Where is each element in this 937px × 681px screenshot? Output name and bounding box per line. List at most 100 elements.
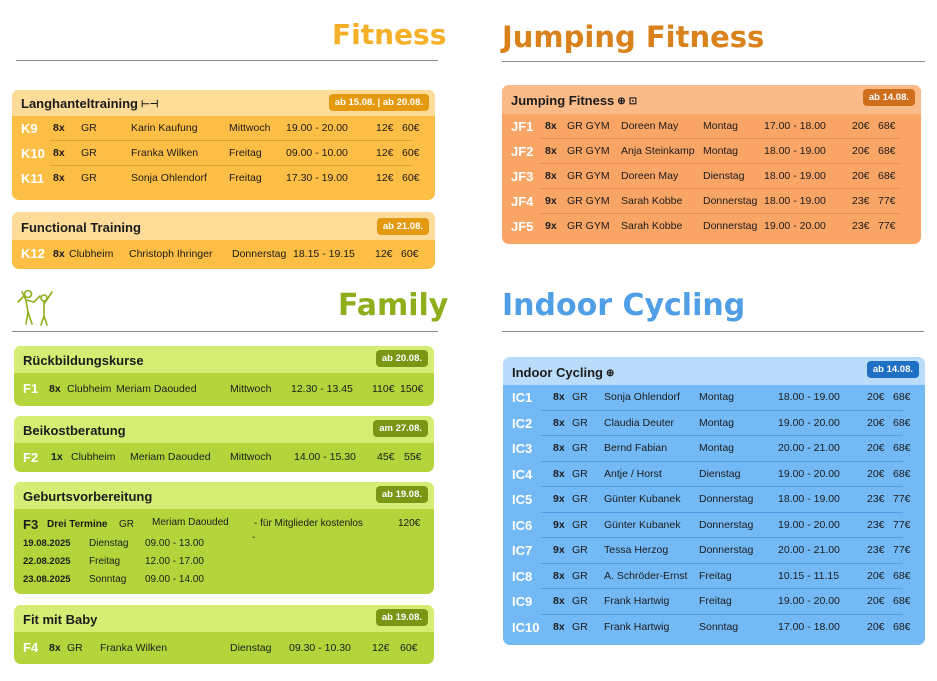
geburt-date-day: Freitag — [89, 556, 121, 567]
row-code: K12 — [21, 246, 45, 261]
row-day: Donnerstag — [703, 195, 758, 207]
table-row: JF4 9x GR GYM Sarah Kobbe Donnerstag 18.00 - … — [502, 189, 921, 214]
row-divider — [541, 537, 903, 538]
row-day: Donnerstag — [699, 493, 754, 505]
row-guest: 68€ — [878, 120, 896, 132]
row-time: 18.00 - 19.00 — [778, 391, 840, 403]
cycling-heading: Indoor Cycling — [502, 288, 746, 323]
row-member: 45€ — [377, 451, 395, 463]
row-code: IC3 — [512, 441, 533, 456]
row-count: 8x — [553, 391, 565, 403]
row-trainer: Sonja Ohlendorf — [604, 391, 680, 403]
row-guest: 68€ — [893, 442, 911, 454]
row-member: 20€ — [867, 595, 885, 607]
cycling-card: Indoor Cycling ⊕ ab 14.08. IC1 8x GR Sonja O… — [503, 357, 925, 645]
row-count: 9x — [553, 493, 565, 505]
geburt-date-date: 19.08.2025 — [23, 538, 71, 549]
row-code: IC4 — [512, 466, 533, 482]
row-trainer: A. Schröder-Ernst — [604, 569, 688, 582]
row-trainer: Antje / Horst — [604, 467, 662, 480]
family-icon — [14, 286, 58, 328]
beikost-title: Beikostberatung — [23, 423, 126, 438]
row-time: 18.00 - 19.00 — [764, 170, 826, 182]
row-member: 20€ — [852, 120, 870, 132]
cycling-badge: ab 14.08. — [866, 361, 919, 378]
row-code: JF4 — [511, 194, 534, 209]
row-trainer: Sarah Kobbe — [621, 195, 683, 207]
geburt-price: 120€ — [398, 518, 421, 529]
row-day: Donnerstag — [703, 220, 758, 232]
row-count: 8x — [545, 120, 557, 132]
geburt-head: Geburtsvorbereitung ab 19.08. — [14, 482, 434, 509]
row-divider — [541, 409, 903, 411]
row-guest: 60€ — [402, 172, 420, 184]
row-place: GR — [67, 642, 83, 654]
fitness-heading: Fitness — [332, 18, 447, 51]
row-code: K9 — [21, 121, 38, 136]
row-place: GR — [81, 122, 97, 134]
table-row: IC8 8x GR A. Schröder-Ernst Freitag 10.15 - 1… — [503, 564, 925, 589]
table-row: K10 8x GR Franka Wilken Freitag 09.00 - 10.00… — [12, 141, 435, 166]
rueckbildung-badge: ab 20.08. — [375, 350, 428, 367]
row-divider — [540, 188, 899, 189]
table-row: JF1 8x GR GYM Doreen May Montag 17.00 - 18.00… — [502, 114, 921, 139]
row-count: 9x — [545, 220, 557, 232]
geburt-date-date: 23.08.2025 — [23, 574, 71, 585]
row-code: IC1 — [512, 390, 533, 405]
row-member: 12€ — [376, 172, 394, 184]
geburt-code: F3 — [23, 517, 39, 532]
functional-rows: K12 8x Clubheim Christoph Ihringer Donnersta… — [12, 240, 435, 268]
table-row: IC4 8x GR Antje / Horst Dienstag 19.00 - 20.0… — [503, 462, 925, 487]
row-time: 19.00 - 20.00 — [778, 416, 840, 429]
geburt-badge: ab 19.08. — [375, 486, 428, 503]
table-row: IC1 8x GR Sonja Ohlendorf Montag 18.00 - 19.0… — [503, 385, 925, 411]
row-place: GR — [572, 442, 588, 454]
fitbaby-head: Fit mit Baby ab 19.08. — [14, 605, 434, 632]
row-count: 1x — [51, 451, 63, 463]
row-count: 8x — [553, 569, 565, 582]
row-guest: 68€ — [893, 595, 911, 607]
langhantel-title-text: Langhanteltraining — [21, 96, 138, 111]
fitbaby-card: Fit mit Baby ab 19.08. F4 8x GR Franka Wilk… — [14, 605, 434, 664]
table-row: K9 8x GR Karin Kaufung Mittwoch 19.00 - 20.00… — [12, 116, 435, 141]
rueckbildung-card: Rückbildungskurse ab 20.08. F1 8x Clubheim… — [14, 346, 434, 406]
row-member: 12€ — [372, 642, 390, 654]
row-place: GR — [572, 620, 588, 633]
rueckbildung-title: Rückbildungskurse — [23, 353, 144, 368]
row-member: 23€ — [867, 544, 885, 556]
row-member: 20€ — [867, 467, 885, 480]
row-code: IC9 — [512, 594, 533, 609]
jumping-rows: JF1 8x GR GYM Doreen May Montag 17.00 - 18.00… — [502, 114, 921, 239]
row-guest: 60€ — [400, 642, 418, 654]
langhantel-title: Langhanteltraining ⊢⊣ — [21, 96, 158, 111]
langhantel-rows: K9 8x GR Karin Kaufung Mittwoch 19.00 - 20.00… — [12, 116, 435, 191]
functional-badge: ab 21.08. — [376, 218, 429, 235]
table-row: IC6 9x GR Günter Kubanek Donnerstag 19.00 - 2… — [503, 513, 925, 538]
row-code: F4 — [23, 640, 39, 655]
row-member: 12€ — [376, 147, 394, 159]
row-count: 8x — [53, 147, 65, 159]
row-code: IC7 — [512, 543, 533, 558]
row-day: Dienstag — [230, 642, 272, 654]
row-time: 19.00 - 20.00 — [778, 595, 840, 607]
geburt-note: - für Mitglieder kostenlos — [254, 518, 363, 529]
geburt-date-time: 12.00 - 17.00 — [145, 556, 204, 567]
row-count: 8x — [49, 642, 61, 654]
row-time: 20.00 - 21.00 — [778, 544, 840, 556]
row-time: 09.30 - 10.30 — [289, 642, 351, 654]
row-code: K11 — [21, 171, 45, 186]
row-member: 20€ — [867, 569, 885, 582]
row-day: Freitag — [699, 569, 732, 582]
row-code: IC8 — [512, 568, 533, 584]
table-row: IC10 8x GR Frank Hartwig Sonntag 17.00 - 18.0… — [503, 615, 925, 641]
beikost-badge: am 27.08. — [373, 420, 428, 437]
row-day: Sonntag — [699, 620, 739, 633]
cycling-title: Indoor Cycling ⊕ — [512, 365, 614, 380]
plus-circle-icon: ⊕ — [617, 96, 626, 108]
row-code: IC10 — [512, 619, 540, 635]
langhantel-card: Langhanteltraining ⊢⊣ ab 15.08. | ab 20.0… — [12, 90, 435, 200]
table-row: JF5 9x GR GYM Sarah Kobbe Donnerstag 19.00 - … — [502, 214, 921, 239]
geburt-date-day: Sonntag — [89, 574, 127, 585]
row-code: IC6 — [512, 517, 533, 533]
row-code: IC2 — [512, 415, 533, 431]
